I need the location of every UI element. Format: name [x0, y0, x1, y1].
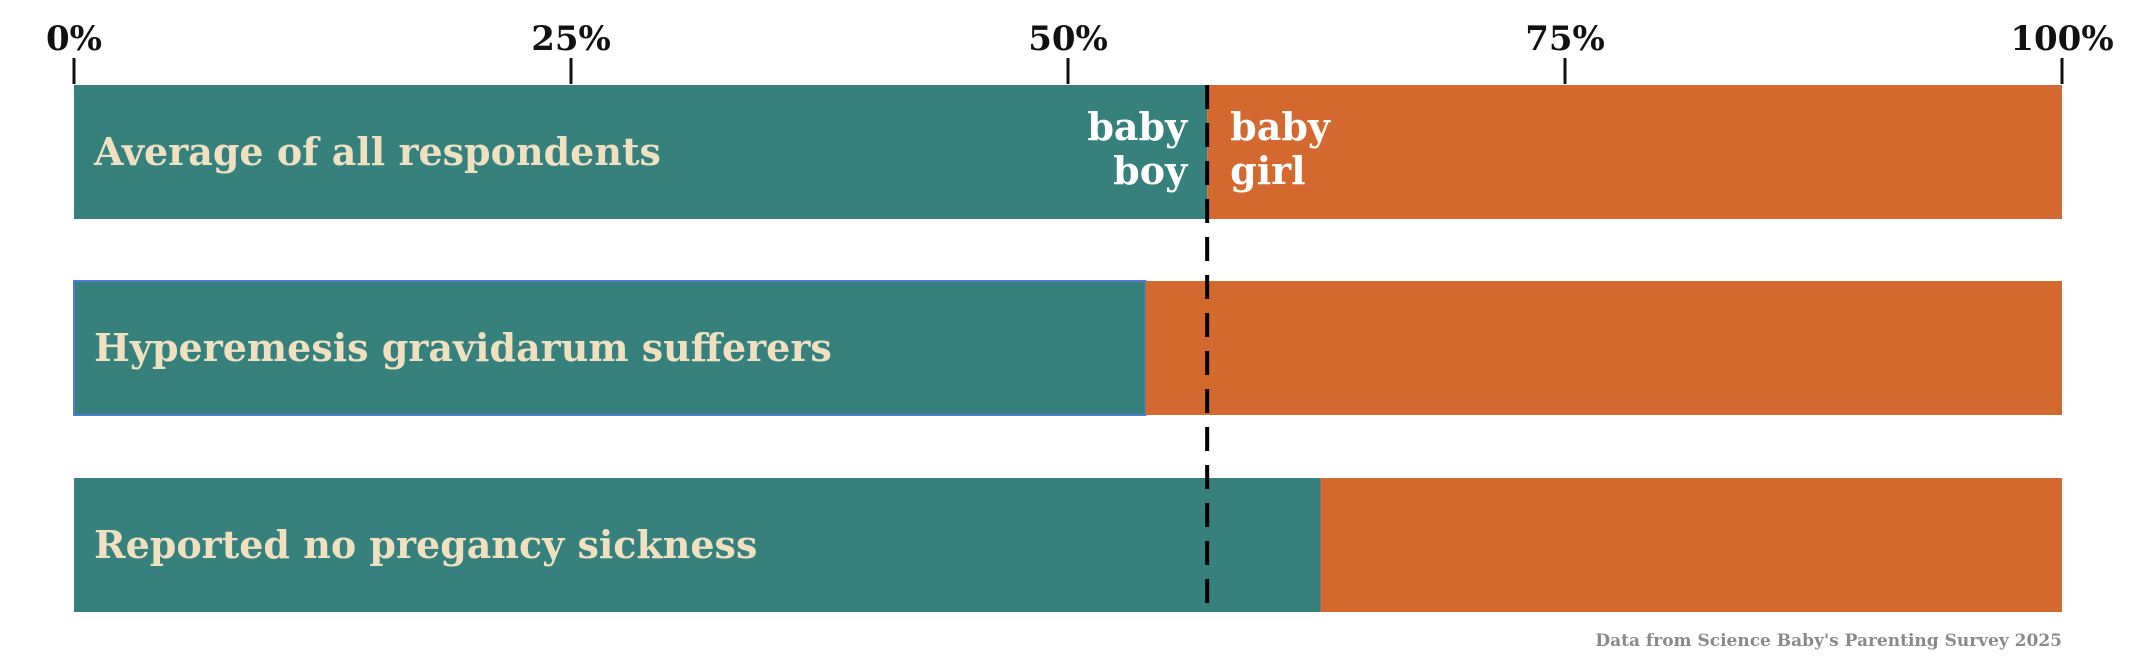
- bar-girl-2: [1145, 281, 2062, 415]
- row-label-3: Reported no pregancy sickness: [94, 522, 757, 567]
- x-tick-label-25: 25%: [531, 19, 611, 59]
- bar-boy-1: [74, 85, 1208, 219]
- bar-girl-3: [1320, 478, 2062, 612]
- row-label-2: Hyperemesis gravidarum sufferers: [94, 325, 832, 370]
- segment-labels: baby boy baby girl: [1087, 104, 1331, 193]
- source-note: Data from Science Baby's Parenting Surve…: [1595, 631, 2062, 651]
- x-tick-label-75: 75%: [1525, 19, 1605, 59]
- bars: Average of all respondents Hyperemesis gr…: [73, 85, 2062, 612]
- bar-girl-1: [1207, 85, 2062, 219]
- segment-label-boy: baby boy: [1087, 104, 1188, 193]
- bar-boy-3: [74, 478, 1321, 612]
- x-axis: 0% 25% 50% 75% 100%: [46, 19, 2114, 84]
- x-tick-label-100: 100%: [2010, 19, 2113, 59]
- segment-label-girl: baby girl: [1230, 104, 1331, 193]
- x-tick-label-50: 50%: [1028, 19, 1108, 59]
- x-tick-label-0: 0%: [46, 19, 102, 59]
- row-label-1: Average of all respondents: [93, 129, 661, 174]
- bar-boy-2: [73, 280, 1147, 416]
